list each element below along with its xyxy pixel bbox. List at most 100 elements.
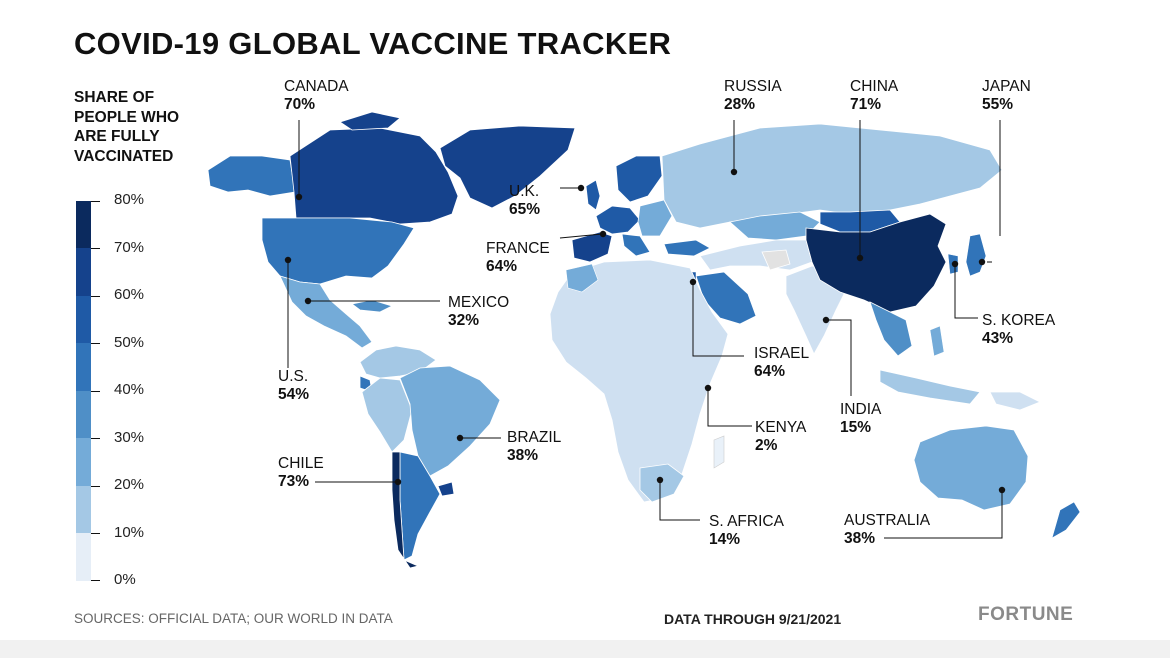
dot-mexico	[304, 297, 312, 305]
country-name: U.S.	[278, 368, 309, 385]
country-name: ISRAEL	[754, 345, 810, 362]
country-pct: 55%	[982, 96, 1014, 113]
legend-label-0: 0%	[114, 571, 136, 588]
country-pct: 65%	[509, 201, 541, 218]
legend-color-bar	[76, 201, 91, 581]
legend-tick	[91, 296, 100, 297]
country-pct: 38%	[844, 530, 876, 547]
region-africa	[549, 259, 729, 503]
region-usa	[261, 217, 415, 285]
region-australia	[913, 425, 1029, 511]
legend-title: SHARE OF PEOPLE WHO ARE FULLY VACCINATED	[74, 89, 180, 165]
region-no-data	[761, 249, 791, 271]
legend-tick	[91, 580, 100, 581]
country-pct: 14%	[709, 531, 741, 548]
region-japan	[965, 233, 987, 277]
legend-swatch-70-80	[76, 201, 91, 248]
region-greenland	[439, 125, 576, 209]
label-safrica: S. AFRICA 14%	[709, 513, 784, 549]
country-name: S. AFRICA	[709, 513, 784, 530]
legend-tick	[91, 486, 100, 487]
fortune-logo: FORTUNE	[978, 604, 1074, 625]
region-canada	[289, 127, 459, 225]
region-morocco	[565, 263, 599, 293]
legend-tick	[91, 201, 100, 202]
dot-chile	[394, 478, 402, 486]
label-kenya: KENYA 2%	[755, 419, 806, 455]
label-china: CHINA 71%	[850, 78, 898, 114]
dot-france	[599, 230, 607, 238]
legend-label-40: 40%	[114, 381, 145, 398]
region-canada-islands	[339, 111, 401, 131]
country-name: U.K.	[509, 183, 540, 200]
region-southeast-asia	[869, 301, 913, 357]
country-pct: 38%	[507, 447, 539, 464]
country-name: KENYA	[755, 419, 807, 436]
region-turkey	[663, 239, 711, 257]
label-france: FRANCE 64%	[486, 240, 550, 276]
country-pct: 70%	[284, 96, 316, 113]
region-new-zealand	[1051, 501, 1081, 539]
region-indonesia	[879, 369, 981, 405]
country-pct: 54%	[278, 386, 310, 403]
country-pct: 73%	[278, 473, 310, 490]
label-skorea: S. KOREA 43%	[982, 312, 1055, 348]
country-pct: 71%	[850, 96, 882, 113]
region-uk	[585, 179, 601, 211]
region-italy-balkans	[621, 233, 651, 257]
dot-brazil	[456, 434, 464, 442]
label-canada: CANADA 70%	[284, 78, 349, 114]
country-name: CHINA	[850, 78, 899, 95]
label-uk: U.K. 65%	[509, 183, 540, 219]
country-name: JAPAN	[982, 78, 1031, 95]
legend-swatch-20-30	[76, 438, 91, 486]
label-mexico: MEXICO 32%	[448, 294, 509, 330]
region-uruguay	[437, 481, 455, 497]
region-png	[989, 391, 1041, 411]
dot-russia	[730, 168, 738, 176]
country-pct: 32%	[448, 312, 480, 329]
label-chile: CHILE 73%	[278, 455, 324, 491]
dot-australia	[998, 486, 1006, 494]
country-name: BRAZIL	[507, 429, 562, 446]
label-russia: RUSSIA 28%	[724, 78, 782, 114]
dot-india	[822, 316, 830, 324]
dot-canada	[295, 193, 303, 201]
country-name: AUSTRALIA	[844, 512, 931, 529]
legend-tick	[91, 438, 100, 439]
region-madagascar	[713, 435, 725, 469]
region-caribbean	[351, 299, 394, 313]
legend-swatch-0-10	[76, 533, 91, 581]
country-name: INDIA	[840, 401, 882, 418]
leader-dots	[284, 168, 1006, 494]
legend-label-70: 70%	[114, 239, 145, 256]
label-brazil: BRAZIL 38%	[507, 429, 561, 465]
country-name: CHILE	[278, 455, 324, 472]
region-middle-east	[699, 239, 813, 271]
sources-note: SOURCES: OFFICIAL DATA; OUR WORLD IN DAT…	[74, 611, 393, 626]
country-pct: 28%	[724, 96, 756, 113]
label-us: U.S. 54%	[278, 368, 309, 404]
legend-label-10: 10%	[114, 524, 145, 541]
region-iberia	[571, 231, 613, 263]
legend-label-80: 80%	[114, 191, 145, 208]
region-scandinavia	[615, 155, 663, 203]
legend-swatch-50-60	[76, 296, 91, 343]
leader-lines	[287, 120, 1003, 539]
region-western-europe	[595, 205, 641, 235]
region-brazil	[399, 365, 501, 477]
legend-swatch-60-70	[76, 248, 91, 296]
legend-tick	[91, 391, 100, 392]
data-date-note: DATA THROUGH 9/21/2021	[664, 611, 842, 627]
region-russia	[661, 123, 1003, 229]
region-china	[805, 213, 947, 313]
region-alaska	[207, 155, 296, 197]
bottom-strip	[0, 640, 1170, 658]
country-name: S. KOREA	[982, 312, 1056, 329]
legend-label-30: 30%	[114, 429, 145, 446]
map-title: COVID-19 GLOBAL VACCINE TRACKER	[74, 26, 672, 61]
country-name: FRANCE	[486, 240, 550, 257]
dot-kenya	[704, 384, 712, 392]
dot-israel	[689, 278, 697, 286]
